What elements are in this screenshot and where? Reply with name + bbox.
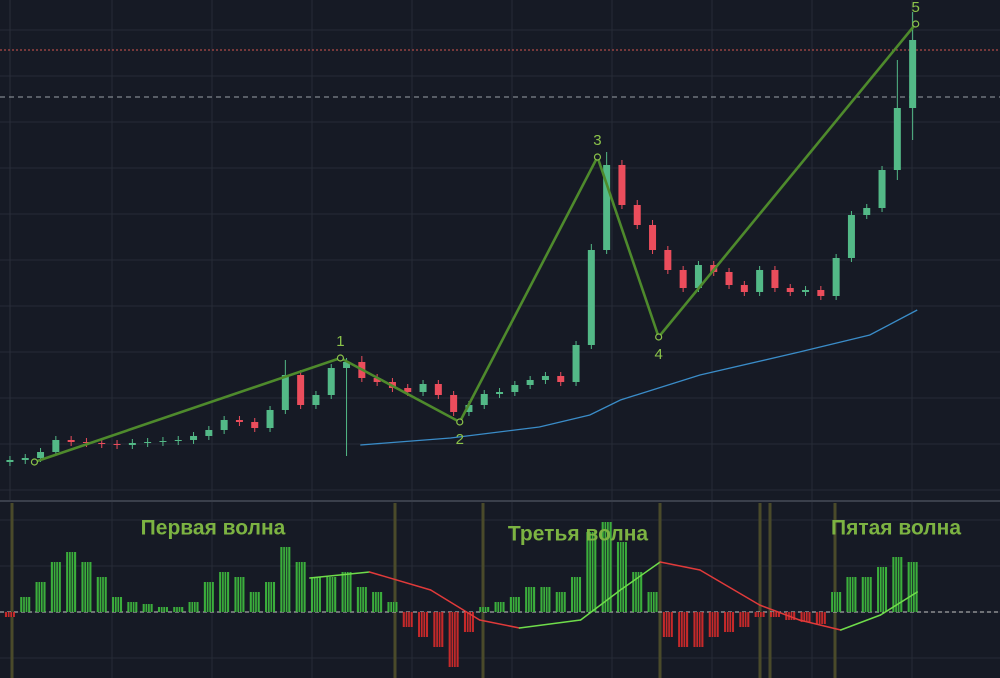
candle-body xyxy=(327,368,335,395)
candle-body xyxy=(266,410,274,428)
wave-label: 2 xyxy=(456,431,464,448)
signal-segment xyxy=(798,619,842,631)
candle-body xyxy=(863,208,871,215)
candle-body xyxy=(21,458,29,460)
wave-point xyxy=(456,418,464,426)
wave-point xyxy=(655,333,663,341)
candle-body xyxy=(450,395,458,412)
candle-body xyxy=(480,394,488,405)
candle-body xyxy=(771,270,779,288)
candle-body xyxy=(373,378,381,382)
wave-label: 1 xyxy=(336,333,344,350)
candle-body xyxy=(847,215,855,258)
annotation: Пятая волна xyxy=(831,517,961,540)
candle-body xyxy=(113,444,121,445)
candle-body xyxy=(633,205,641,225)
signal-segment xyxy=(699,569,761,606)
candle-body xyxy=(725,272,733,285)
annotation: Первая волна xyxy=(141,517,286,540)
candle-body xyxy=(144,442,152,443)
candle-body xyxy=(786,288,794,292)
candle-body xyxy=(159,441,167,442)
candle-body xyxy=(434,384,442,395)
candle-body xyxy=(82,442,90,443)
wave-point xyxy=(593,153,602,161)
signal-segment xyxy=(518,619,582,629)
candle-body xyxy=(679,270,687,288)
candle-body xyxy=(572,345,580,382)
candle-body xyxy=(526,380,534,385)
candle-body xyxy=(419,384,427,392)
candle-body xyxy=(6,460,14,462)
oscillator-markers xyxy=(10,503,837,678)
candle-body xyxy=(664,250,672,270)
wave-line xyxy=(34,23,917,464)
signal-segment xyxy=(758,604,801,621)
candle-body xyxy=(496,392,504,394)
signal-segment xyxy=(429,589,481,621)
candle-body xyxy=(694,265,702,288)
signal-segment xyxy=(619,561,661,591)
signal-segment xyxy=(879,591,918,616)
candle-body xyxy=(511,385,519,392)
annotation: Третья волна xyxy=(508,523,649,546)
signal-segment xyxy=(309,571,371,579)
candle-body xyxy=(541,376,549,380)
candle-body xyxy=(98,443,106,444)
candle-body xyxy=(740,285,748,292)
signal-segment xyxy=(579,589,622,621)
wave-point xyxy=(336,354,345,362)
candle-body xyxy=(235,420,243,422)
wave-label: 3 xyxy=(593,132,601,149)
candle-body xyxy=(404,388,412,392)
candle-body xyxy=(251,422,259,428)
candle-body xyxy=(587,250,595,345)
candle-body xyxy=(802,290,810,292)
wave-point xyxy=(912,20,920,28)
candle-body xyxy=(67,440,75,442)
candle-body xyxy=(557,376,565,382)
candle-body xyxy=(603,165,611,250)
candle-body xyxy=(649,225,657,250)
candle-body xyxy=(190,436,198,440)
candle-body xyxy=(465,405,473,412)
candle-body xyxy=(343,362,351,368)
candle-body xyxy=(878,170,886,208)
candle-body xyxy=(832,258,840,296)
candle-body xyxy=(281,375,289,410)
candle-body xyxy=(297,375,305,405)
candle-body xyxy=(205,430,213,436)
candle-body xyxy=(756,270,764,292)
candle-body xyxy=(909,40,917,108)
signal-segment xyxy=(478,619,521,629)
signal-segment xyxy=(368,571,432,591)
candle-body xyxy=(893,108,901,170)
wave-point xyxy=(30,458,39,466)
wave-label: 5 xyxy=(912,0,920,16)
signal-segment xyxy=(659,561,701,571)
candle-body xyxy=(52,440,60,452)
moving-average xyxy=(360,309,918,446)
signal-segment xyxy=(839,614,882,631)
candle-body xyxy=(220,420,228,430)
wave-label: 4 xyxy=(654,346,662,363)
candle-body xyxy=(312,395,320,405)
candle-body xyxy=(618,165,626,205)
candle-body xyxy=(128,443,136,445)
candle-body xyxy=(174,440,182,441)
candle-body xyxy=(37,452,45,458)
candle-body xyxy=(817,290,825,296)
